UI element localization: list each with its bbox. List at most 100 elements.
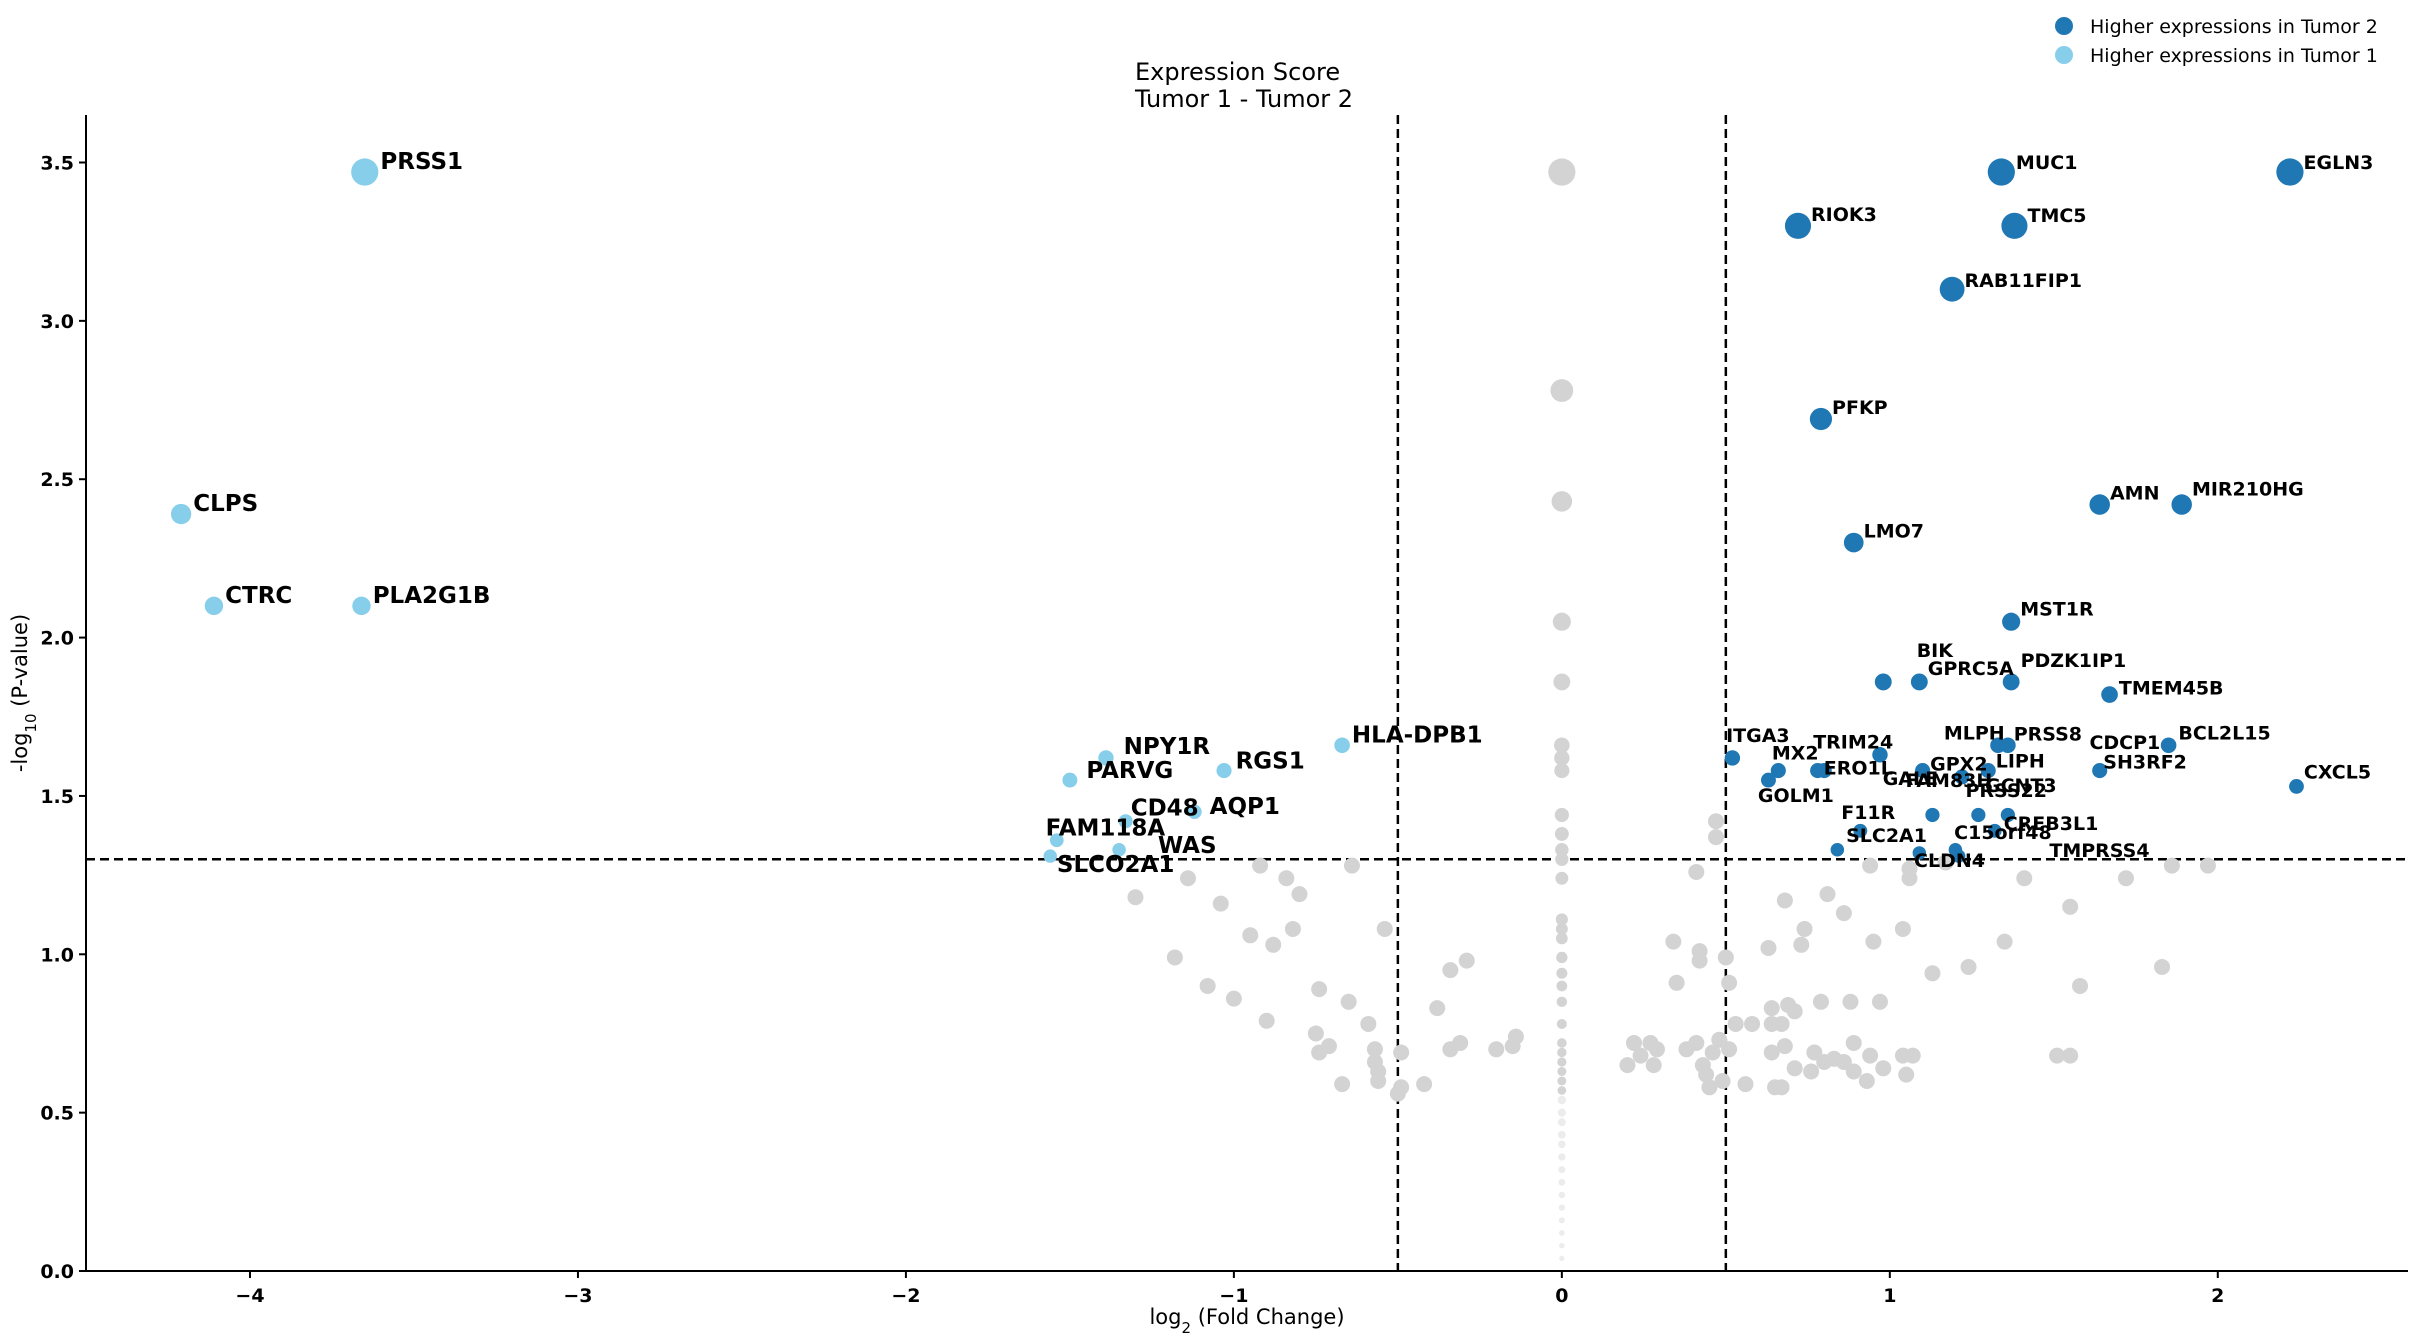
nonsignificant-point [1557,1057,1567,1067]
y-axis-ticks: 0.0 0.5 1.0 1.5 2.0 2.5 3.0 3.5 [40,153,86,1283]
nonsignificant-point [1721,1041,1738,1058]
significant-points [170,158,2304,863]
gene-label-cdcp1: CDCP1 [2089,732,2160,754]
nonsignificant-point [1835,905,1852,922]
x-tick-label: −1 [1219,1285,1248,1307]
point-hla-dpb1 [1334,737,1350,754]
nonsignificant-point [1698,1066,1715,1083]
gene-label-slco2a1: SLCO2A1 [1057,852,1174,878]
nonsignificant-point [1393,1044,1410,1061]
gene-label-tmc5: TMC5 [2028,205,2087,227]
nonsignificant-point [1555,843,1569,857]
y-tick-label: 3.5 [40,153,74,175]
nonsignificant-point [1557,1038,1567,1048]
nonsignificant-point [1552,612,1571,631]
nonsignificant-point [1311,981,1328,998]
nonsignificant-point [1645,1057,1662,1074]
point-npy1r [1098,750,1114,766]
gene-label-prss8: PRSS8 [2014,723,2082,745]
point-pdzk1ip1 [2002,673,2020,691]
point-gprc5a [1910,673,1928,691]
nonsignificant-point [1212,895,1229,912]
y-tick-label: 3.0 [40,311,74,333]
nonsignificant-point [1550,379,1574,402]
nonsignificant-point [1871,993,1888,1010]
nonsignificant-point [1278,870,1295,887]
point-amn [2089,494,2110,515]
y-tick-label: 2.0 [40,628,74,650]
nonsignificant-point [1793,936,1810,953]
legend: Higher expressions in Tumor 2 Higher expr… [2055,16,2378,67]
nonsignificant-point [1786,1060,1803,1077]
nonsignificant-point [1557,1086,1567,1095]
point-fam83h [1925,807,1940,823]
point-liph [1980,763,1996,779]
nonsignificant-point [1555,922,1568,935]
point-ero1l [1816,763,1832,779]
point-cd48 [1118,814,1133,829]
gene-label-muc1: MUC1 [2016,152,2078,174]
nonsignificant-point [1389,1085,1406,1102]
nonsignificant-point [1558,1217,1565,1224]
nonsignificant-point [1225,990,1242,1007]
point-egln3 [2276,158,2304,186]
gene-label-mlph: MLPH [1944,722,2005,744]
nonsignificant-point [1307,1025,1324,1042]
legend-marker-tumor1 [2055,46,2073,64]
nonsignificant-point [1626,1034,1642,1051]
nonsignificant-point [1865,933,1882,950]
point-slco2a1 [1043,849,1057,863]
nonsignificant-point [2117,870,2134,887]
nonsignificant-point [1265,936,1282,953]
gene-label-trim24: TRIM24 [1813,732,1893,754]
nonsignificant-points [1127,158,2216,1261]
chart-title: Expression Score Tumor 1 - Tumor 2 [1134,58,1353,113]
nonsignificant-point [1665,933,1682,950]
nonsignificant-point [1376,920,1393,937]
y-axis-label: -log10 (P-value) [8,614,40,772]
x-tick-label: −4 [235,1285,264,1307]
nonsignificant-point [1842,993,1859,1010]
gene-label-c15orf48: C15orf48 [1954,822,2052,844]
nonsignificant-point [1960,958,1977,975]
point-was [1112,843,1126,857]
point-bik [1874,673,1892,691]
nonsignificant-point [1558,1204,1565,1211]
nonsignificant-point [1763,1000,1780,1017]
nonsignificant-point [1763,1044,1780,1061]
nonsignificant-point [1252,857,1269,874]
nonsignificant-point [1858,1072,1875,1089]
nonsignificant-point [1360,1015,1377,1032]
nonsignificant-point [1701,1079,1718,1096]
nonsignificant-point [1721,974,1738,991]
point-gpx2 [1915,763,1931,779]
nonsignificant-point [1557,1095,1567,1105]
nonsignificant-point [1711,1031,1728,1048]
nonsignificant-point [1937,854,1954,871]
nonsignificant-point [1812,993,1829,1010]
gene-label-npy1r: NPY1R [1124,734,1211,760]
nonsignificant-point [1776,1038,1793,1055]
nonsignificant-point [1714,1072,1731,1089]
nonsignificant-point [2154,958,2171,975]
nonsignificant-point [1442,962,1459,979]
nonsignificant-point [1632,1047,1649,1064]
point-lmo7 [1843,532,1864,553]
chart-title-line-2: Tumor 1 - Tumor 2 [1134,85,1353,113]
nonsignificant-point [1558,1230,1565,1236]
point-slc2a1 [1830,843,1845,857]
nonsignificant-point [1760,939,1777,956]
point-tmprss4 [1951,849,1966,863]
nonsignificant-point [1924,965,1941,982]
nonsignificant-point [1704,1044,1721,1061]
nonsignificant-point [1370,1072,1387,1089]
gene-label-pfkp: PFKP [1832,397,1888,419]
nonsignificant-point [1556,951,1568,964]
nonsignificant-point [1806,1044,1823,1061]
point-muc1 [1987,158,2015,186]
nonsignificant-point [1727,1015,1744,1032]
nonsignificant-point [1688,863,1705,880]
gene-labels: EGLN3 MUC1 RIOK3 TMC5 RAB11FIP1 PFKP AMN MIR210… [193,149,2373,878]
x-axis-label: log2 (Fold Change) [1149,1305,1344,1337]
